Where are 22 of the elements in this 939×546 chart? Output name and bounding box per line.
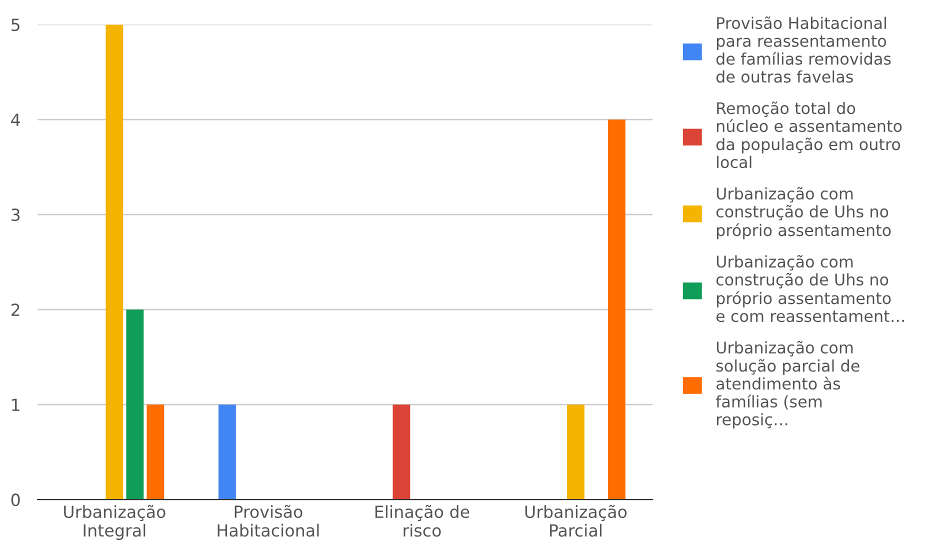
legend-label: Urbanização com solução parcial de atendimento às famílias (sem reposiç… — [716, 340, 860, 429]
x-tick-label: Elinação de risco — [375, 504, 470, 537]
y-tick-label: 1 — [12, 398, 20, 411]
bar — [146, 404, 164, 500]
y-tick-label: 4 — [11, 114, 20, 126]
bar — [126, 310, 144, 500]
legend-label: Remoção total do núcleo e assentamento da população em outro local — [716, 102, 902, 168]
y-tick-label: 3 — [12, 208, 20, 222]
y-tick-label: 0 — [11, 494, 20, 506]
x-tick-label: Provisão Habitacional — [218, 504, 319, 537]
bar — [392, 404, 410, 500]
x-tick-label: Urbanização Integral — [64, 504, 166, 540]
bar — [218, 404, 236, 500]
y-tick-label: 2 — [12, 304, 20, 316]
x-tick-label: Urbanização Parcial — [525, 504, 627, 537]
bar — [608, 120, 626, 500]
legend-label: Provisão Habitacional para reassentamento de famílias removidas de outras favelas — [716, 16, 891, 83]
bar — [567, 404, 584, 500]
legend-label: Urbanização com construção de Uhs no próprio assentamento — [716, 186, 891, 240]
bar — [106, 24, 124, 500]
y-tick-label: 5 — [12, 18, 20, 32]
legend-label: Urbanização com construção de Uhs no próprio assentamento e com reassentament… — [716, 255, 904, 322]
